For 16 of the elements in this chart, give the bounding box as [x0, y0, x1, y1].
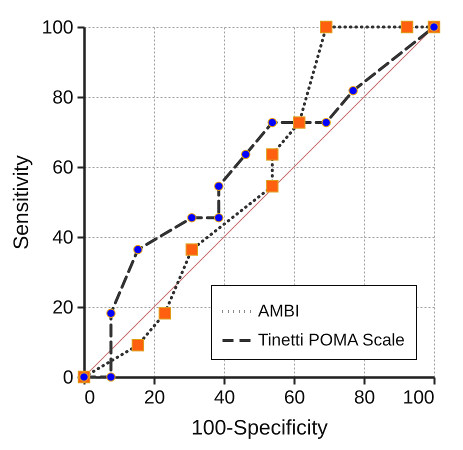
x-tick-label: 40: [214, 388, 236, 408]
x-axis-title: 100-Specificity: [191, 416, 328, 440]
y-tick-label: 60: [52, 158, 74, 178]
y-tick-label: 20: [52, 298, 74, 318]
y-tick-label: 40: [52, 228, 74, 248]
x-tick-label: 100: [402, 388, 434, 408]
legend-label: Tinetti POMA Scale: [258, 330, 405, 350]
x-tick-label: 20: [144, 388, 166, 408]
y-tick-label: 80: [52, 88, 74, 108]
x-tick-label: 60: [284, 388, 306, 408]
x-tick-label: 0: [84, 388, 96, 408]
legend-label: AMBI: [258, 302, 300, 320]
x-tick-label: 80: [354, 388, 376, 408]
y-tick-label: 0: [62, 368, 74, 388]
y-axis-title: Sensitivity: [10, 154, 33, 250]
y-tick-label: 100: [42, 18, 74, 38]
